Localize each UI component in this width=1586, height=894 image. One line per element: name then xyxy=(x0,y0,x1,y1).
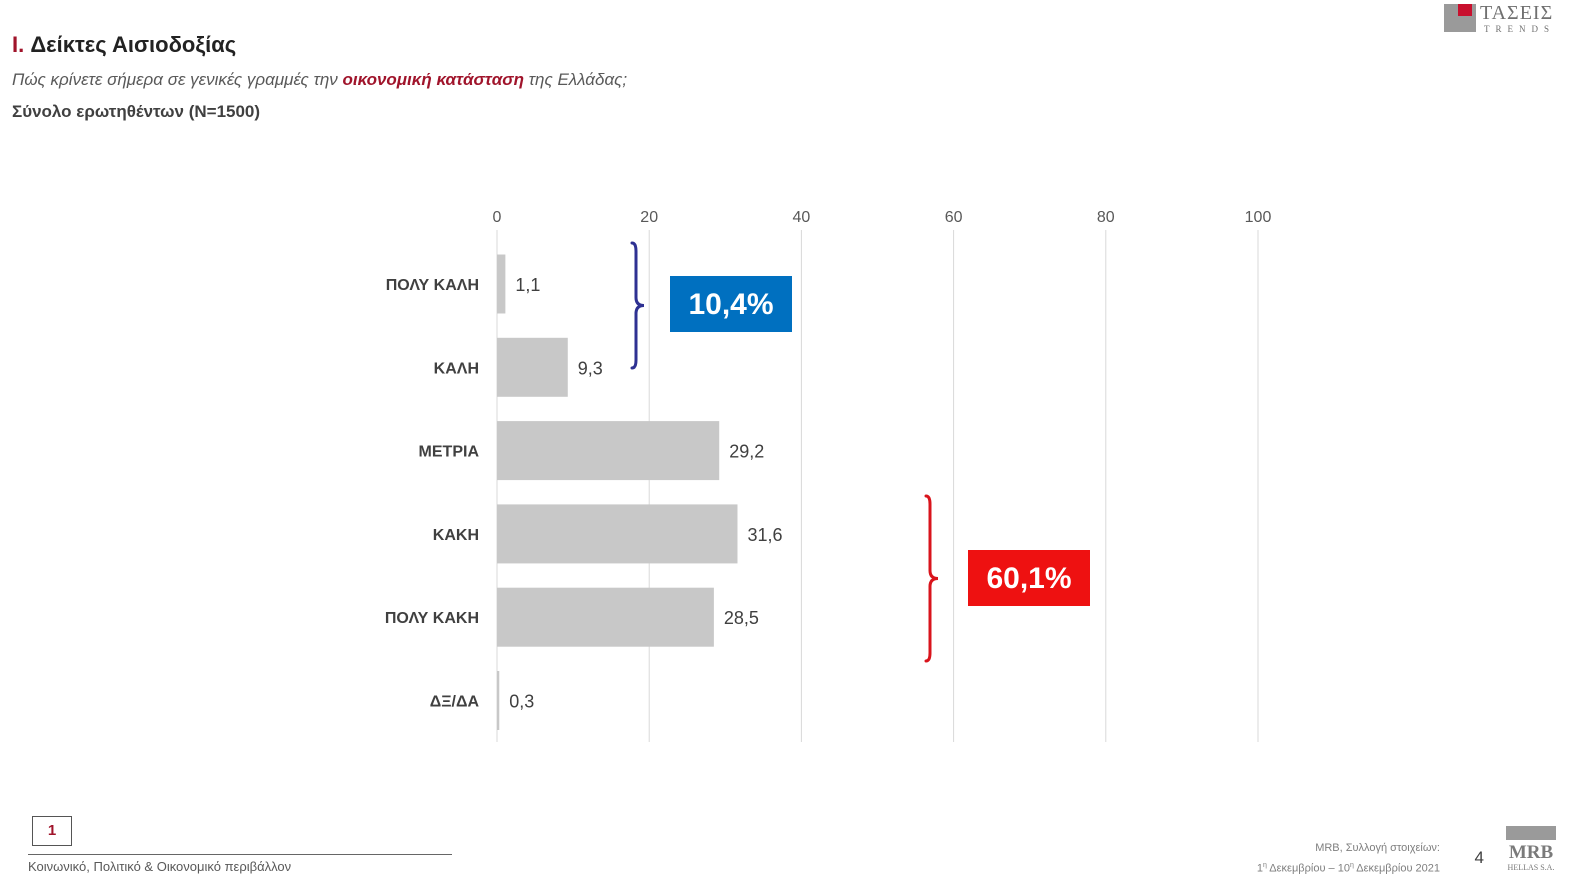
x-tick-label: 100 xyxy=(1245,209,1272,226)
data-label: 1,1 xyxy=(515,275,540,295)
bar xyxy=(497,587,714,647)
x-tick-label: 60 xyxy=(945,209,963,226)
mrb-logo-word: MRB xyxy=(1508,842,1554,863)
bar xyxy=(497,671,500,730)
annotation-label: 10,4% xyxy=(688,288,773,321)
question-pre: Πώς κρίνετε σήμερα σε γενικές γραμμές τη… xyxy=(12,70,343,89)
annotation-label: 60,1% xyxy=(986,562,1071,595)
data-label: 9,3 xyxy=(578,358,603,378)
category-label: ΚΑΚΗ xyxy=(433,527,479,544)
question-highlight: οικονομική κατάσταση xyxy=(342,70,524,89)
sample-base: Σύνολο ερωτηθέντων (N=1500) xyxy=(12,102,261,121)
logo-word: ΤΑΣΕΙΣ xyxy=(1480,2,1554,24)
mrb-logo-sub: HELLAS S.A. xyxy=(1507,863,1555,872)
bar xyxy=(497,504,738,564)
bar xyxy=(497,254,506,314)
source-line1: MRB, Συλλογή στοιχείων: xyxy=(1315,842,1440,854)
bracket-icon xyxy=(630,241,645,370)
data-label: 0,3 xyxy=(509,692,534,712)
mrb-logo-bar xyxy=(1506,826,1556,840)
page-title: I. Δείκτες Αισιοδοξίας xyxy=(12,32,236,58)
bar xyxy=(497,337,568,397)
annotation-box xyxy=(670,276,792,332)
category-label: ΚΑΛΗ xyxy=(434,360,479,377)
category-label: ΠΟΛΥ ΚΑΚΗ xyxy=(385,610,479,627)
section-page-box: 1 xyxy=(32,816,72,846)
data-label: 31,6 xyxy=(747,525,782,545)
category-label: ΔΞ/ΔΑ xyxy=(430,694,480,711)
page-number: 4 xyxy=(1474,848,1484,867)
footer-source: MRB, Συλλογή στοιχείων: 1η Δεκεμβρίου – … xyxy=(1257,840,1440,878)
category-label: ΠΟΛΥ ΚΑΛΗ xyxy=(386,277,479,294)
question-post: της Ελλάδας; xyxy=(523,70,628,89)
section-number: I. xyxy=(12,32,25,57)
logo-mark-icon xyxy=(1444,4,1476,32)
footer-section-label: Κοινωνικό, Πολιτικό & Οικονομικό περιβάλ… xyxy=(28,859,292,874)
survey-question: Πώς κρίνετε σήμερα σε γενικές γραμμές τη… xyxy=(12,70,627,90)
x-tick-label: 20 xyxy=(640,209,658,226)
logo-sub: TRENDS xyxy=(1484,24,1556,34)
x-tick-label: 80 xyxy=(1097,209,1115,226)
data-label: 29,2 xyxy=(729,442,764,462)
annotation-box xyxy=(968,550,1090,606)
bracket-icon xyxy=(924,494,939,663)
mrb-logo: MRB HELLAS S.A. xyxy=(1506,826,1556,874)
tasis-trends-logo: ΤΑΣΕΙΣ TRENDS xyxy=(1444,2,1564,36)
bar xyxy=(497,421,720,481)
source-line2: 1η Δεκεμβρίου – 10η Δεκεμβρίου 2021 xyxy=(1256,862,1440,875)
footer-divider xyxy=(28,854,452,855)
category-label: ΜΕΤΡΙΑ xyxy=(419,444,480,461)
x-tick-label: 40 xyxy=(793,209,811,226)
x-tick-label: 0 xyxy=(493,209,502,226)
data-label: 28,5 xyxy=(724,608,759,628)
section-title: Δείκτες Αισιοδοξίας xyxy=(30,32,237,57)
